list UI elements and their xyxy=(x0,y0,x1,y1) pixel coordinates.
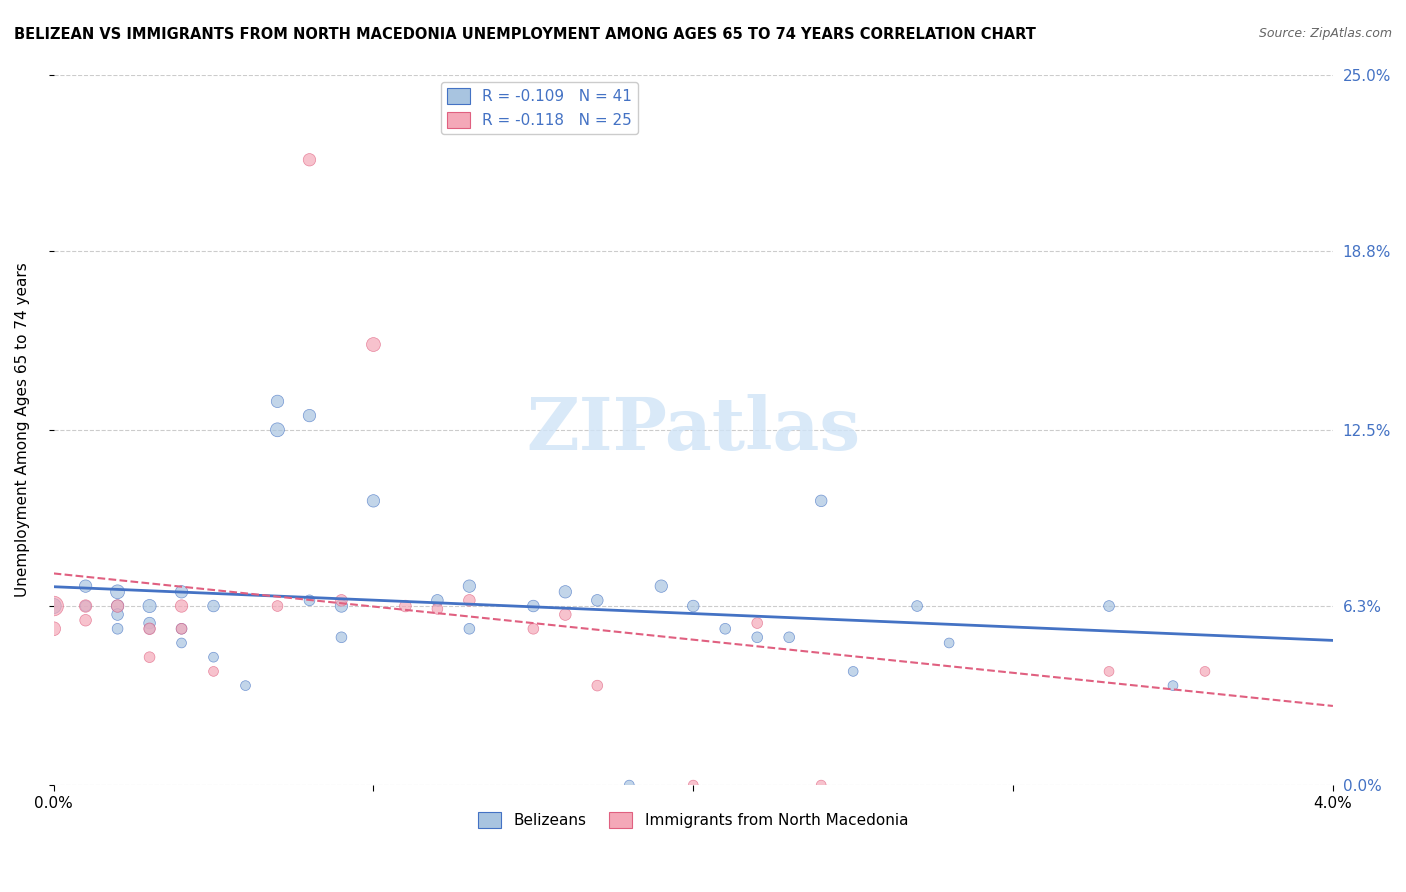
Point xyxy=(266,394,288,409)
Point xyxy=(586,593,609,607)
Text: Source: ZipAtlas.com: Source: ZipAtlas.com xyxy=(1258,27,1392,40)
Point xyxy=(75,599,97,613)
Point xyxy=(107,584,129,599)
Point xyxy=(330,599,353,613)
Point xyxy=(619,778,641,792)
Point xyxy=(170,636,193,650)
Point xyxy=(235,679,257,693)
Point xyxy=(842,665,865,679)
Point xyxy=(170,599,193,613)
Point xyxy=(138,622,160,636)
Point xyxy=(905,599,928,613)
Point xyxy=(938,636,960,650)
Point xyxy=(42,599,65,613)
Point xyxy=(330,630,353,644)
Point xyxy=(714,622,737,636)
Point xyxy=(170,584,193,599)
Point xyxy=(298,593,321,607)
Point xyxy=(202,599,225,613)
Text: ZIPatlas: ZIPatlas xyxy=(526,394,860,466)
Point xyxy=(522,599,544,613)
Point xyxy=(522,622,544,636)
Point xyxy=(1098,599,1121,613)
Point xyxy=(810,778,832,792)
Point xyxy=(682,778,704,792)
Point xyxy=(426,593,449,607)
Point xyxy=(298,153,321,167)
Point xyxy=(554,584,576,599)
Point xyxy=(330,593,353,607)
Point xyxy=(778,630,800,644)
Point xyxy=(394,599,416,613)
Point xyxy=(202,650,225,665)
Point xyxy=(426,602,449,616)
Point xyxy=(363,337,385,351)
Point xyxy=(682,599,704,613)
Point xyxy=(266,599,288,613)
Point xyxy=(138,616,160,631)
Point xyxy=(458,579,481,593)
Point xyxy=(170,622,193,636)
Point xyxy=(363,494,385,508)
Point xyxy=(75,579,97,593)
Point xyxy=(298,409,321,423)
Point xyxy=(138,599,160,613)
Point xyxy=(458,593,481,607)
Point xyxy=(747,616,769,631)
Point xyxy=(138,622,160,636)
Point xyxy=(75,599,97,613)
Point xyxy=(1194,665,1216,679)
Point xyxy=(75,613,97,627)
Point xyxy=(107,622,129,636)
Point xyxy=(1098,665,1121,679)
Point xyxy=(138,650,160,665)
Point xyxy=(586,679,609,693)
Point xyxy=(810,494,832,508)
Point xyxy=(458,622,481,636)
Point xyxy=(170,622,193,636)
Point xyxy=(42,599,65,613)
Point xyxy=(650,579,672,593)
Point xyxy=(554,607,576,622)
Point xyxy=(266,423,288,437)
Point xyxy=(747,630,769,644)
Point xyxy=(107,607,129,622)
Y-axis label: Unemployment Among Ages 65 to 74 years: Unemployment Among Ages 65 to 74 years xyxy=(15,262,30,597)
Legend: Belizeans, Immigrants from North Macedonia: Belizeans, Immigrants from North Macedon… xyxy=(472,806,914,834)
Text: BELIZEAN VS IMMIGRANTS FROM NORTH MACEDONIA UNEMPLOYMENT AMONG AGES 65 TO 74 YEA: BELIZEAN VS IMMIGRANTS FROM NORTH MACEDO… xyxy=(14,27,1036,42)
Point xyxy=(107,599,129,613)
Point xyxy=(107,599,129,613)
Point xyxy=(202,665,225,679)
Point xyxy=(1161,679,1184,693)
Point xyxy=(42,622,65,636)
